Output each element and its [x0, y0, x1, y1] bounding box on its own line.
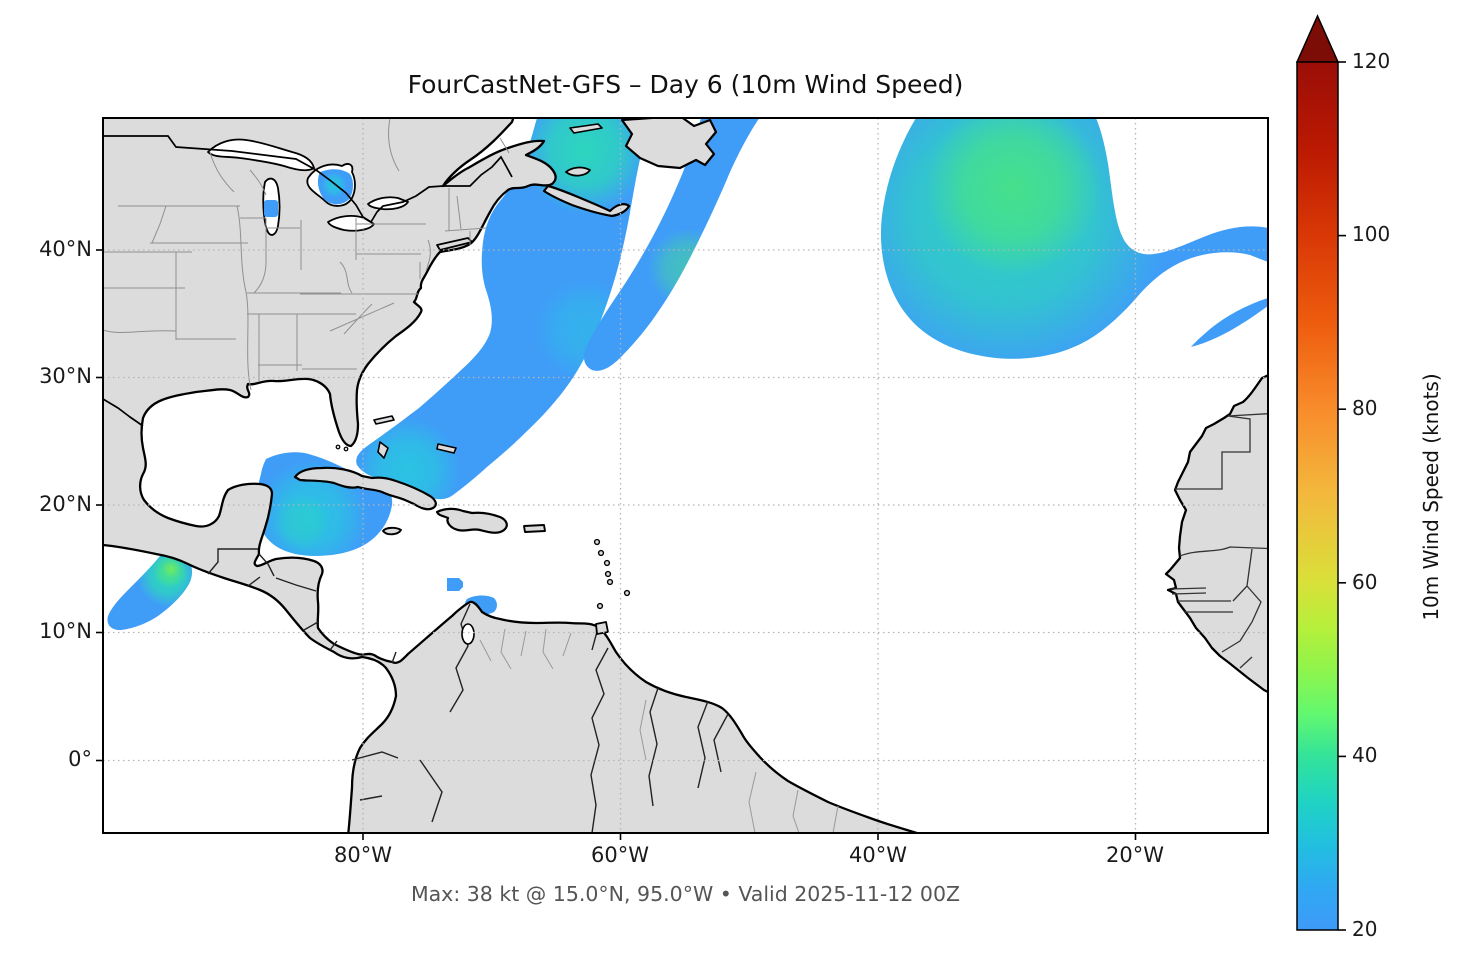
- jamaica: [382, 526, 402, 536]
- puerto-rico: [523, 524, 546, 533]
- lake-erie: [327, 215, 375, 232]
- colorbar-extend-arrow: [1295, 14, 1340, 63]
- trinidad: [595, 621, 609, 635]
- florida-keys: [335, 444, 349, 452]
- wind-speck-bahamas: [447, 578, 463, 591]
- country-borders: [207, 548, 729, 833]
- hispaniola: [435, 507, 508, 534]
- us-canada-border: [103, 135, 513, 224]
- colorbar-gradient: [1296, 61, 1339, 931]
- caribbean-islands: [293, 415, 631, 635]
- gridlines: [103, 118, 1268, 833]
- us-mexico-border: [103, 398, 144, 427]
- state-borders: [103, 118, 510, 391]
- land-americas: [103, 118, 921, 833]
- colorbar-tick-marks: [1338, 61, 1346, 931]
- lake-maracaibo: [461, 623, 475, 645]
- axis-tick-marks: [96, 249, 1137, 840]
- colorbar: [1295, 14, 1346, 931]
- lake-ontario: [367, 196, 409, 211]
- lesser-antilles: [593, 538, 631, 610]
- africa-borders: [1170, 413, 1268, 669]
- cuba: [293, 466, 437, 511]
- bahamas: [373, 415, 457, 459]
- wind-field: [107, 118, 1268, 630]
- axes-frame: [102, 117, 1269, 834]
- sa-state-borders: [479, 628, 839, 833]
